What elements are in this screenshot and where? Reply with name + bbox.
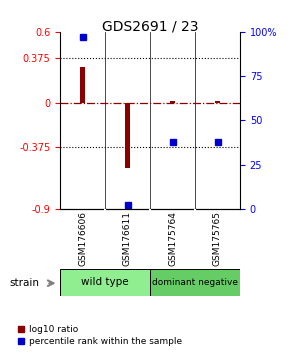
Text: wild type: wild type xyxy=(81,277,129,287)
Text: GSM175764: GSM175764 xyxy=(168,211,177,267)
Text: GSM176606: GSM176606 xyxy=(78,211,87,267)
Text: dominant negative: dominant negative xyxy=(152,278,238,287)
Bar xyxy=(80,67,85,103)
Text: GDS2691 / 23: GDS2691 / 23 xyxy=(102,19,198,34)
Bar xyxy=(125,103,130,167)
Bar xyxy=(170,102,175,103)
Text: strain: strain xyxy=(9,278,39,288)
Legend: log10 ratio, percentile rank within the sample: log10 ratio, percentile rank within the … xyxy=(14,321,186,349)
Text: GSM175765: GSM175765 xyxy=(213,211,222,267)
Bar xyxy=(215,102,220,103)
Text: GSM176611: GSM176611 xyxy=(123,211,132,267)
Bar xyxy=(60,269,150,296)
Bar xyxy=(150,269,240,296)
